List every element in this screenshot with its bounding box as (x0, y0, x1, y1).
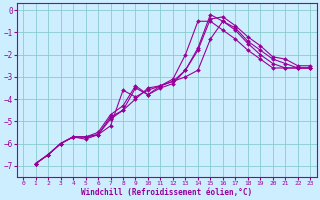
X-axis label: Windchill (Refroidissement éolien,°C): Windchill (Refroidissement éolien,°C) (81, 188, 252, 197)
